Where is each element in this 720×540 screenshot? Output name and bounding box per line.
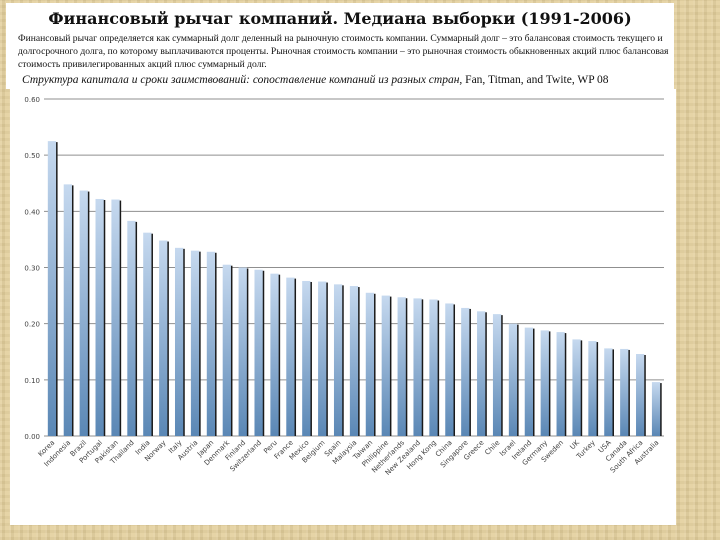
- bar-shadow: [214, 252, 217, 436]
- bar: [572, 339, 581, 436]
- bar-shadow: [166, 241, 169, 436]
- bar-shadow: [453, 304, 456, 436]
- bar-shadow: [278, 274, 281, 436]
- bar: [492, 314, 502, 436]
- bar: [143, 232, 152, 436]
- y-tick-label: 0.00: [24, 433, 40, 441]
- bar: [190, 250, 200, 436]
- bar-shadow: [357, 287, 360, 436]
- bar-shadow: [389, 296, 392, 436]
- bar-shadow: [87, 191, 90, 436]
- bar-shadow: [627, 349, 630, 436]
- slide-description: Финансовый рычаг определяется как суммар…: [18, 33, 669, 70]
- bar: [461, 307, 470, 436]
- bar: [604, 348, 613, 436]
- bar-shadow: [500, 315, 503, 436]
- y-tick-label: 0.20: [24, 321, 40, 329]
- bar-shadow: [532, 328, 535, 436]
- bar-shadow: [659, 383, 662, 436]
- bar: [429, 299, 438, 436]
- bar: [524, 327, 534, 436]
- bar: [413, 298, 422, 436]
- bar-shadow: [405, 298, 408, 436]
- bar-shadow: [468, 308, 471, 436]
- bar: [206, 251, 216, 436]
- bar: [365, 292, 375, 436]
- slide-title: Финансовый рычаг компаний. Медиана выбор…: [48, 9, 632, 28]
- bar: [588, 341, 597, 436]
- bar: [540, 330, 549, 436]
- bar-shadow: [437, 300, 440, 436]
- bar: [159, 240, 168, 436]
- bar-shadow: [135, 221, 138, 436]
- bar-shadow: [55, 142, 58, 436]
- bar: [302, 280, 311, 436]
- bar: [270, 273, 279, 436]
- bar: [636, 353, 645, 436]
- bar-shadow: [341, 285, 344, 436]
- bar-shadow: [150, 233, 153, 436]
- source-paper-title: Структура капитала и сроки заимствований…: [22, 74, 460, 86]
- bar: [381, 295, 390, 436]
- bar-shadow: [580, 340, 583, 436]
- chart-panel: 0.00 0.10 0.20 0.30 0.40 0.50 0.60 Korea Indones…: [10, 89, 676, 525]
- bar-shadow: [294, 278, 297, 436]
- bar: [238, 267, 247, 436]
- bar-shadow: [643, 354, 646, 436]
- bar-shadow: [230, 265, 233, 436]
- bar: [333, 284, 343, 436]
- bar-shadow: [596, 342, 599, 436]
- bar-shadow: [325, 282, 328, 436]
- y-tick-label: 0.60: [24, 96, 40, 104]
- bar-shadow: [182, 248, 185, 436]
- bar: [63, 184, 72, 436]
- bar-shadow: [516, 324, 519, 436]
- bar: [174, 247, 184, 436]
- bar-shadow: [309, 281, 312, 436]
- bar: [111, 199, 120, 436]
- y-tick-label: 0.30: [24, 265, 40, 273]
- bar-shadow: [103, 199, 106, 436]
- y-tick-label: 0.10: [24, 377, 40, 385]
- y-tick-label: 0.50: [24, 152, 40, 160]
- bar-shadow: [262, 270, 265, 436]
- bar: [349, 286, 359, 436]
- bar: [286, 277, 295, 436]
- bar-shadow: [246, 268, 249, 436]
- bar-shadow: [373, 293, 376, 436]
- bar: [445, 303, 454, 436]
- bar: [508, 323, 518, 436]
- leverage-bar-chart: 0.000.100.200.300.400.500.60KoreaIndones…: [24, 96, 664, 477]
- bar: [254, 269, 263, 436]
- bar: [477, 311, 486, 436]
- bar: [222, 264, 231, 436]
- slide-source: Структура капитала и сроки заимствований…: [22, 74, 682, 86]
- y-tick-label: 0.40: [24, 208, 40, 216]
- bar: [651, 382, 661, 436]
- bar-shadow: [484, 312, 487, 436]
- bar: [47, 141, 57, 436]
- bar-shadow: [71, 185, 74, 436]
- bar: [318, 281, 327, 436]
- bar: [620, 348, 629, 436]
- bar: [397, 297, 406, 436]
- bar-shadow: [119, 200, 122, 436]
- bar-shadow: [611, 349, 614, 436]
- bar-shadow: [564, 333, 567, 436]
- bar: [95, 198, 104, 436]
- bar: [127, 220, 136, 436]
- bar-shadow: [548, 331, 551, 436]
- source-authors: , Fan, Titman, and Twite, WP 08: [459, 74, 609, 86]
- bar: [79, 190, 88, 436]
- slide-header: Финансовый рычаг компаний. Медиана выбор…: [6, 3, 674, 89]
- bar-shadow: [421, 299, 424, 436]
- bar: [556, 332, 565, 436]
- bar-shadow: [198, 251, 201, 436]
